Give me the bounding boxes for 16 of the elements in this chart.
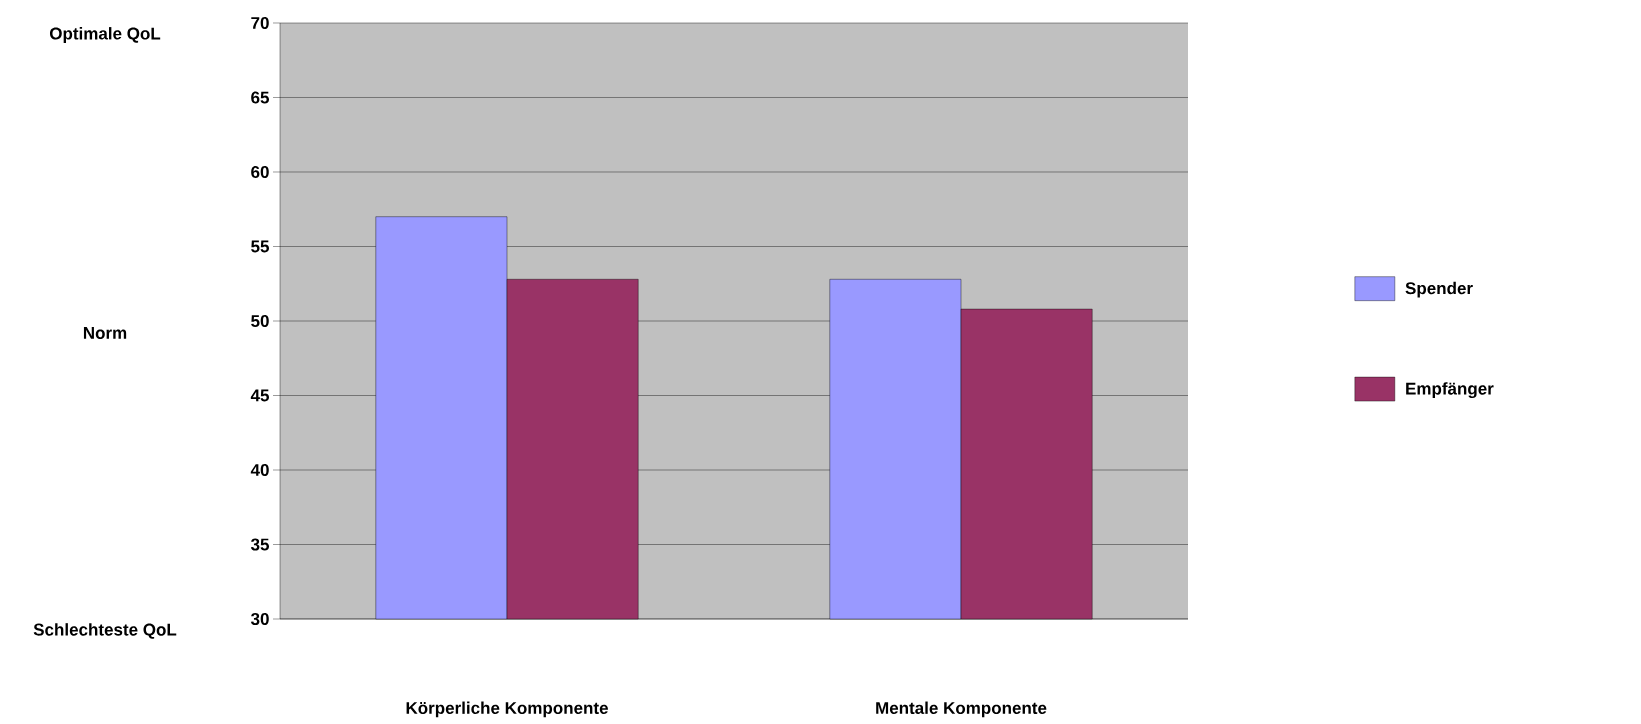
y-tick-label: 70 [251,16,269,30]
y-tick-label: 55 [251,240,270,253]
text: Schlechteste QoL [33,623,177,639]
legend-label: Empfänger [1406,382,1494,399]
y-tick-label: 65 [251,91,270,104]
text: Optimale QoL [49,27,161,43]
y-tick-label: 60 [251,165,269,179]
x-tick-label: Körperliche Komponente [406,701,608,718]
text: Norm [83,327,127,339]
y-tick-label: 45 [250,389,270,402]
y-tick-label: 50 [251,314,269,328]
x-tick-label: Mentale Komponente [876,701,1047,718]
y-tick-label: 35 [250,538,270,551]
legend-label: Spender [1405,281,1473,298]
y-tick-label: 40 [250,463,269,477]
y-tick-label: 30 [250,612,269,626]
